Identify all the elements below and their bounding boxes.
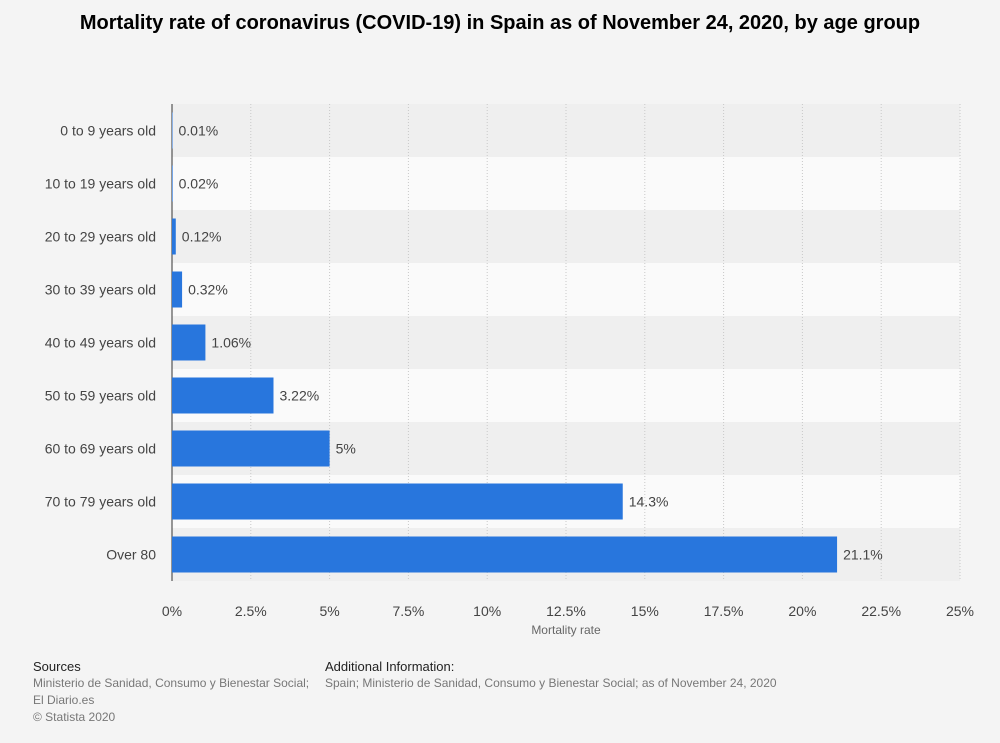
bar[interactable] xyxy=(172,483,623,520)
bar[interactable] xyxy=(172,112,173,149)
additional-info-text: Spain; Ministerio de Sanidad, Consumo y … xyxy=(325,676,777,690)
category-label: 50 to 59 years old xyxy=(45,388,156,404)
tick-labels: 0% 2.5% 5% 7.5% 10% 12.5% 15% 17.5% 20% 22.5% 25% xyxy=(162,603,974,619)
copyright[interactable]: © Statista 2020 xyxy=(33,710,116,724)
x-tick-label: 25% xyxy=(946,603,974,619)
additional-info-block: Additional Information: Spain; Ministeri… xyxy=(325,658,777,692)
x-tick-label: 10% xyxy=(473,603,501,619)
row-band xyxy=(172,157,960,210)
category-label: 10 to 19 years old xyxy=(45,176,156,192)
bar[interactable] xyxy=(172,324,206,361)
x-tick-label: 0% xyxy=(162,603,182,619)
value-label: 5% xyxy=(336,441,356,457)
x-tick-label: 5% xyxy=(319,603,339,619)
sources-block: Sources Ministerio de Sanidad, Consumo y… xyxy=(33,658,309,726)
bar[interactable] xyxy=(172,271,183,308)
value-labels: 0.01% 0.02% 0.12% 0.32% 1.06% 3.22% 5% 14.3% 21.… xyxy=(179,123,883,563)
x-tick-label: 15% xyxy=(631,603,659,619)
category-label: 20 to 29 years old xyxy=(45,229,156,245)
chart-title: Mortality rate of coronavirus (COVID-19)… xyxy=(79,12,921,34)
bars xyxy=(172,112,838,573)
value-label: 3.22% xyxy=(279,388,319,404)
bar[interactable] xyxy=(172,165,173,202)
bar[interactable] xyxy=(172,430,330,467)
category-label: 40 to 49 years old xyxy=(45,335,156,351)
row-band xyxy=(172,104,960,157)
value-label: 0.32% xyxy=(188,282,228,298)
row-band xyxy=(172,316,960,369)
x-tick-label: 12.5% xyxy=(546,603,586,619)
x-tick-label: 17.5% xyxy=(704,603,744,619)
x-tick-label: 7.5% xyxy=(392,603,424,619)
value-label: 0.02% xyxy=(179,176,219,192)
sources-line-2[interactable]: El Diario.es xyxy=(33,693,95,707)
sources-line-1[interactable]: Ministerio de Sanidad, Consumo y Bienest… xyxy=(33,676,310,690)
bar[interactable] xyxy=(172,536,838,573)
value-label: 0.01% xyxy=(179,123,219,139)
bar[interactable] xyxy=(172,377,274,414)
sources-heading: Sources xyxy=(33,659,81,674)
category-label: 30 to 39 years old xyxy=(45,282,156,298)
row-band xyxy=(172,263,960,316)
category-label: 0 to 9 years old xyxy=(60,123,156,139)
x-tick-label: 22.5% xyxy=(861,603,901,619)
bar[interactable] xyxy=(172,218,176,255)
bar-chart: 0 to 9 years old 10 to 19 years old 20 to … xyxy=(45,104,974,637)
x-axis-title: Mortality rate xyxy=(531,623,601,637)
category-label: 70 to 79 years old xyxy=(45,494,156,510)
value-label: 1.06% xyxy=(211,335,251,351)
category-label: Over 80 xyxy=(106,547,156,563)
value-label: 0.12% xyxy=(182,229,222,245)
additional-info-heading: Additional Information: xyxy=(325,659,455,674)
value-label: 21.1% xyxy=(843,547,883,563)
x-tick-label: 20% xyxy=(788,603,816,619)
category-labels: 0 to 9 years old 10 to 19 years old 20 to … xyxy=(45,123,156,563)
value-label: 14.3% xyxy=(629,494,669,510)
x-tick-label: 2.5% xyxy=(235,603,267,619)
category-label: 60 to 69 years old xyxy=(45,441,156,457)
